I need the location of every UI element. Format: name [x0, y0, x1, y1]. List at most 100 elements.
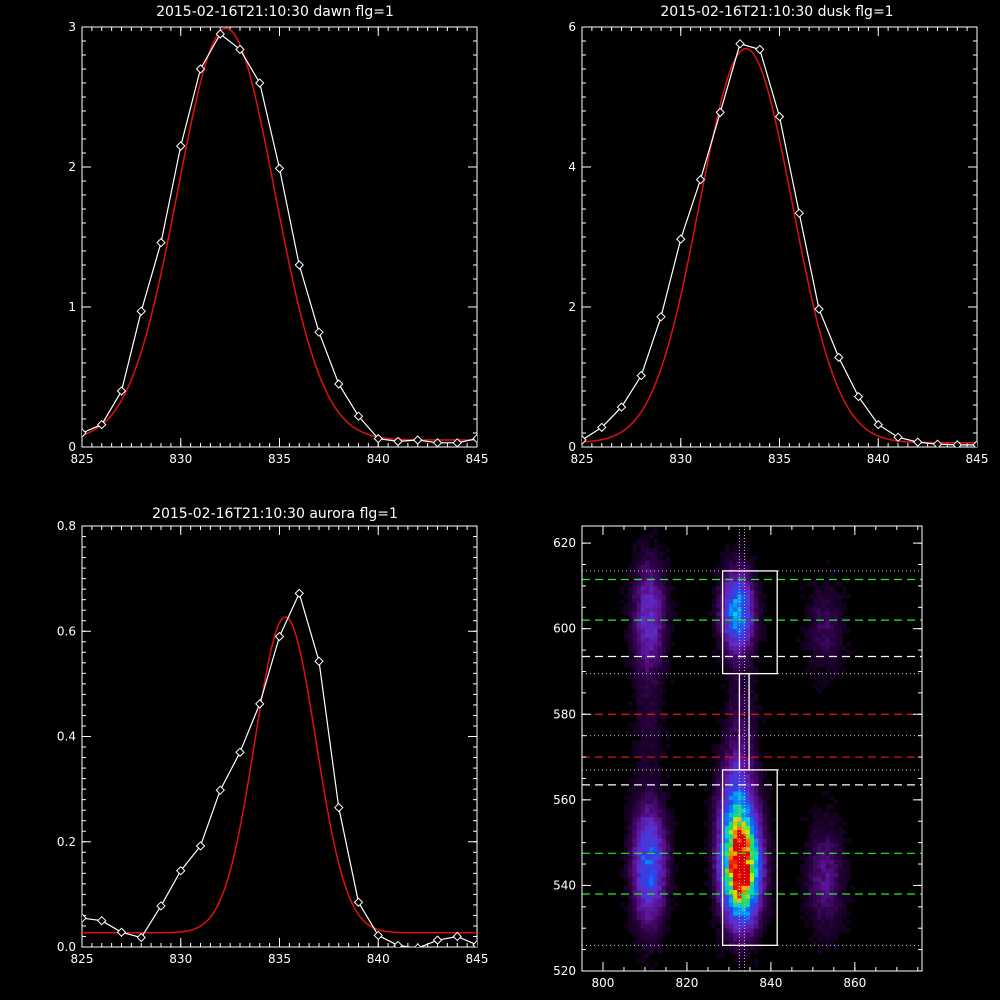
heatmap-cell — [745, 795, 751, 801]
heatmap-cell — [745, 851, 751, 856]
heatmap-cell — [640, 778, 646, 784]
heatmap-cell — [649, 902, 654, 908]
heatmap-cell — [741, 748, 747, 754]
data-point — [255, 699, 265, 709]
heatmap-cell — [758, 804, 763, 809]
heatmap-cell — [724, 919, 730, 925]
heatmap-cell — [657, 731, 663, 736]
heatmap-cell — [838, 838, 843, 843]
heatmap-cell — [804, 581, 809, 587]
y-tick-label: 520 — [553, 964, 576, 978]
heatmap-cell — [665, 658, 671, 664]
heatmap-cell — [644, 632, 650, 638]
heatmap-cell — [749, 885, 755, 890]
heatmap-cell — [661, 748, 667, 754]
heatmap-cell — [712, 825, 717, 831]
heatmap-cell — [821, 812, 826, 818]
heatmap-cell — [661, 928, 667, 933]
heatmap-cell — [628, 564, 633, 570]
heatmap-cell — [838, 842, 843, 848]
heatmap-cell — [749, 607, 755, 612]
heatmap-cell — [812, 641, 818, 647]
heatmap-cell — [804, 898, 809, 903]
heatmap-cell — [712, 795, 717, 801]
heatmap-cell — [749, 765, 755, 771]
heatmap-cell — [716, 641, 721, 647]
heatmap-cell — [825, 919, 830, 925]
heatmap-cell — [716, 885, 721, 890]
heatmap-cell — [825, 829, 830, 835]
heatmap-cell — [829, 872, 835, 878]
heatmap-cell — [766, 821, 772, 826]
heatmap-cell — [749, 603, 755, 608]
heatmap-cell — [842, 889, 847, 895]
heatmap-cell — [741, 594, 747, 600]
heatmap-cell — [728, 684, 734, 689]
heatmap-cell — [657, 688, 663, 694]
heatmap-cell — [665, 795, 671, 801]
heatmap-cell — [745, 624, 751, 629]
heatmap-cell — [833, 881, 839, 886]
heatmap-cell — [632, 902, 637, 908]
heatmap-cell — [754, 859, 759, 865]
heatmap-cell — [707, 868, 713, 873]
heatmap-cell — [745, 949, 751, 955]
heatmap-cell — [741, 560, 747, 565]
heatmap-cell — [728, 598, 734, 604]
heatmap-cell — [707, 855, 713, 861]
heatmap-cell — [833, 911, 839, 916]
heatmap-cell — [741, 727, 747, 732]
heatmap-cell — [712, 855, 717, 861]
heatmap-cell — [640, 603, 646, 608]
heatmap-cell — [653, 816, 658, 822]
heatmap-cell — [636, 864, 642, 869]
heatmap-cell — [733, 808, 738, 813]
heatmap-cell — [661, 624, 667, 629]
heatmap-cell — [745, 898, 751, 903]
heatmap-cell — [829, 598, 835, 604]
heatmap-cell — [812, 804, 818, 809]
heatmap-cell — [632, 829, 637, 835]
heatmap-cell — [707, 821, 713, 826]
heatmap-cell — [716, 953, 721, 959]
heatmap-cell — [712, 632, 717, 638]
heatmap-cell — [842, 876, 847, 882]
heatmap-cell — [661, 911, 667, 916]
heatmap-cell — [644, 795, 650, 801]
heatmap-cell — [674, 821, 679, 826]
heatmap-cell — [745, 928, 751, 933]
heatmap-cell — [644, 705, 650, 711]
heatmap-cell — [838, 906, 843, 912]
heatmap-cell — [632, 645, 637, 651]
heatmap-cell — [640, 671, 646, 677]
heatmap-cell — [754, 919, 759, 925]
heatmap-cell — [766, 864, 772, 869]
heatmap-cell — [829, 898, 835, 903]
heatmap-cell — [724, 543, 730, 548]
heatmap-cell — [745, 735, 751, 741]
data-point — [834, 352, 844, 363]
heatmap-cell — [745, 911, 751, 916]
heatmap-cell — [636, 902, 642, 908]
heatmap-cell — [728, 821, 734, 826]
heatmap-cell — [762, 911, 767, 916]
heatmap-cell — [628, 654, 633, 659]
heatmap-cell — [712, 821, 717, 826]
heatmap-cell — [741, 842, 747, 848]
heatmap-cell — [833, 821, 839, 826]
heatmap-cell — [838, 620, 843, 625]
heatmap-cell — [653, 650, 658, 655]
heatmap-cell — [728, 774, 734, 779]
data-point — [794, 208, 804, 218]
heatmap-cell — [728, 709, 734, 715]
heatmap-cell — [745, 667, 751, 672]
data-point — [176, 865, 186, 876]
heatmap-cell — [745, 834, 751, 839]
heatmap-cell — [812, 829, 818, 835]
heatmap-cell — [636, 641, 642, 647]
heatmap-cell — [632, 838, 637, 843]
heatmap-cell — [749, 881, 755, 886]
heatmap-cell — [636, 688, 642, 694]
heatmap-cell — [640, 560, 646, 565]
